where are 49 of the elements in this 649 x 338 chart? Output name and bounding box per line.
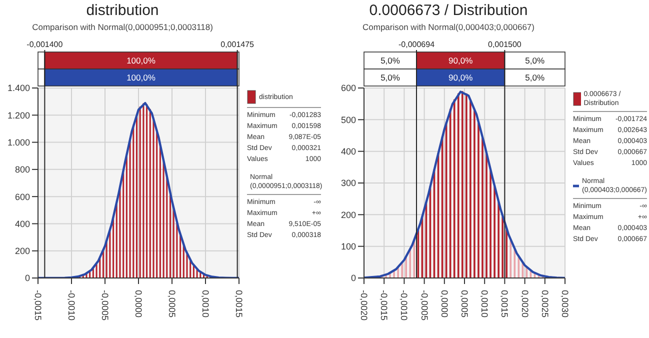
y-tick-label: 1.000 bbox=[7, 137, 30, 148]
text: 5,0% bbox=[380, 72, 400, 82]
y-tick-label: 400 bbox=[14, 218, 30, 229]
x-tick-label: -0,0020 bbox=[359, 290, 369, 321]
y-tick-label: 500 bbox=[340, 114, 356, 125]
chart-title: distribution bbox=[85, 2, 160, 19]
y-tick-label: 0 bbox=[350, 273, 356, 284]
x-tick-label: 0,0005 bbox=[167, 290, 177, 318]
x-tick-label: -0,0005 bbox=[100, 290, 110, 321]
x-tick-label: 0,0000 bbox=[439, 290, 450, 318]
text: 5,0% bbox=[380, 56, 400, 66]
x-tick-label: 0,0015 bbox=[234, 290, 244, 318]
y-tick-label: 100 bbox=[340, 242, 356, 252]
y-tick-label: 400 bbox=[340, 146, 356, 157]
x-tick-label: -0,0010 bbox=[66, 290, 76, 321]
y-tick-label: 0 bbox=[24, 273, 30, 284]
x-tick-label: -0,0015 bbox=[379, 290, 390, 321]
y-tick-label: 800 bbox=[14, 164, 30, 175]
text: 90,0% bbox=[448, 56, 474, 66]
y-tick-label: 600 bbox=[14, 192, 30, 202]
ref-line-label: 0,001500 bbox=[488, 40, 522, 49]
text: 90,0% bbox=[448, 72, 474, 82]
x-tick-label: -0,0005 bbox=[419, 290, 430, 321]
x-tick-label: 0,0010 bbox=[480, 290, 490, 318]
text: 5,0% bbox=[525, 56, 545, 66]
text: 5,0% bbox=[525, 72, 545, 82]
y-tick-label: 1.200 bbox=[7, 110, 30, 120]
ref-line-label: 0,001475 bbox=[220, 40, 255, 49]
y-tick-label: 300 bbox=[340, 178, 356, 188]
x-tick-label: 0,0030 bbox=[560, 290, 570, 318]
x-tick-label: 0,0015 bbox=[500, 290, 510, 318]
x-tick-label: 0,0005 bbox=[460, 290, 470, 318]
y-tick-label: 600 bbox=[340, 83, 356, 94]
x-tick-label: -0,0015 bbox=[33, 290, 43, 321]
text: 100,0% bbox=[126, 56, 156, 66]
ref-line-label: -0,000694 bbox=[398, 40, 436, 49]
x-tick-label: -0,0010 bbox=[399, 290, 410, 321]
ref-line-label: -0,001400 bbox=[26, 40, 64, 49]
chart-subtitle: Comparison with Normal(0,0000951;0,0003118) bbox=[31, 22, 214, 32]
chart-title: 0.0006673 / Distribution bbox=[368, 2, 529, 19]
text: 100,0% bbox=[126, 72, 156, 82]
chart-subtitle: Comparison with Normal(0,000403;0,000667) bbox=[362, 22, 536, 32]
y-tick-label: 200 bbox=[14, 246, 30, 256]
y-tick-label: 200 bbox=[340, 210, 356, 220]
x-tick-label: 0,0010 bbox=[200, 290, 210, 318]
y-tick-label: 1.400 bbox=[7, 83, 30, 94]
x-tick-label: 0,0020 bbox=[520, 290, 530, 318]
x-tick-label: 0,0000 bbox=[134, 290, 144, 318]
x-tick-label: 0,0025 bbox=[540, 290, 550, 318]
